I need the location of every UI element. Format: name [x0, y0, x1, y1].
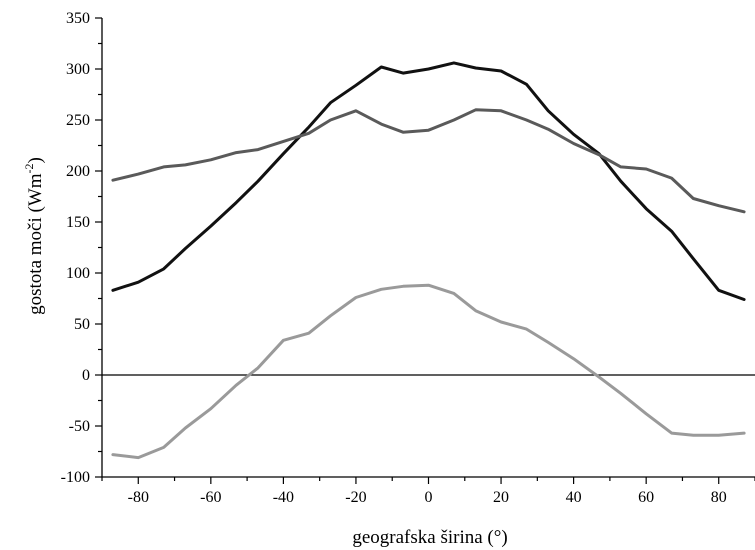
y-tick-label: 250 [66, 112, 90, 129]
y-axis-label-main: gostota moči (Wm [25, 173, 46, 315]
x-axis-label: geografska širina (°) [352, 527, 507, 548]
y-tick-label: 50 [74, 316, 90, 333]
axes-layer [101, 18, 755, 478]
x-tick-label: 60 [638, 489, 654, 506]
y-tick-label: 350 [66, 10, 90, 27]
series-layer [111, 61, 746, 460]
x-tick-label: 80 [711, 489, 727, 506]
y-tick-label: 150 [66, 214, 90, 231]
series-line-1 [111, 61, 746, 301]
y-axis-label-superscript: -2 [22, 163, 36, 173]
x-tick-label: -20 [345, 489, 366, 506]
y-tick-label: -100 [61, 469, 90, 486]
y-tick-label: 100 [66, 265, 90, 282]
x-tick-label: -80 [128, 489, 149, 506]
x-tick-label: 40 [566, 489, 582, 506]
y-tick-label: 0 [82, 367, 90, 384]
y-tick-label: 200 [66, 163, 90, 180]
y-axis-label-close: ) [25, 157, 46, 163]
y-tick-label: -50 [69, 418, 90, 435]
x-tick-label: -60 [200, 489, 221, 506]
y-axis-label: gostota moči (Wm-2) [22, 157, 46, 315]
y-tick-label: 300 [66, 61, 90, 78]
x-tick-label: 20 [493, 489, 509, 506]
series-line-3 [111, 283, 746, 460]
x-tick-label: -40 [273, 489, 294, 506]
series-line-2 [111, 108, 746, 214]
x-tick-label: 0 [425, 489, 433, 506]
